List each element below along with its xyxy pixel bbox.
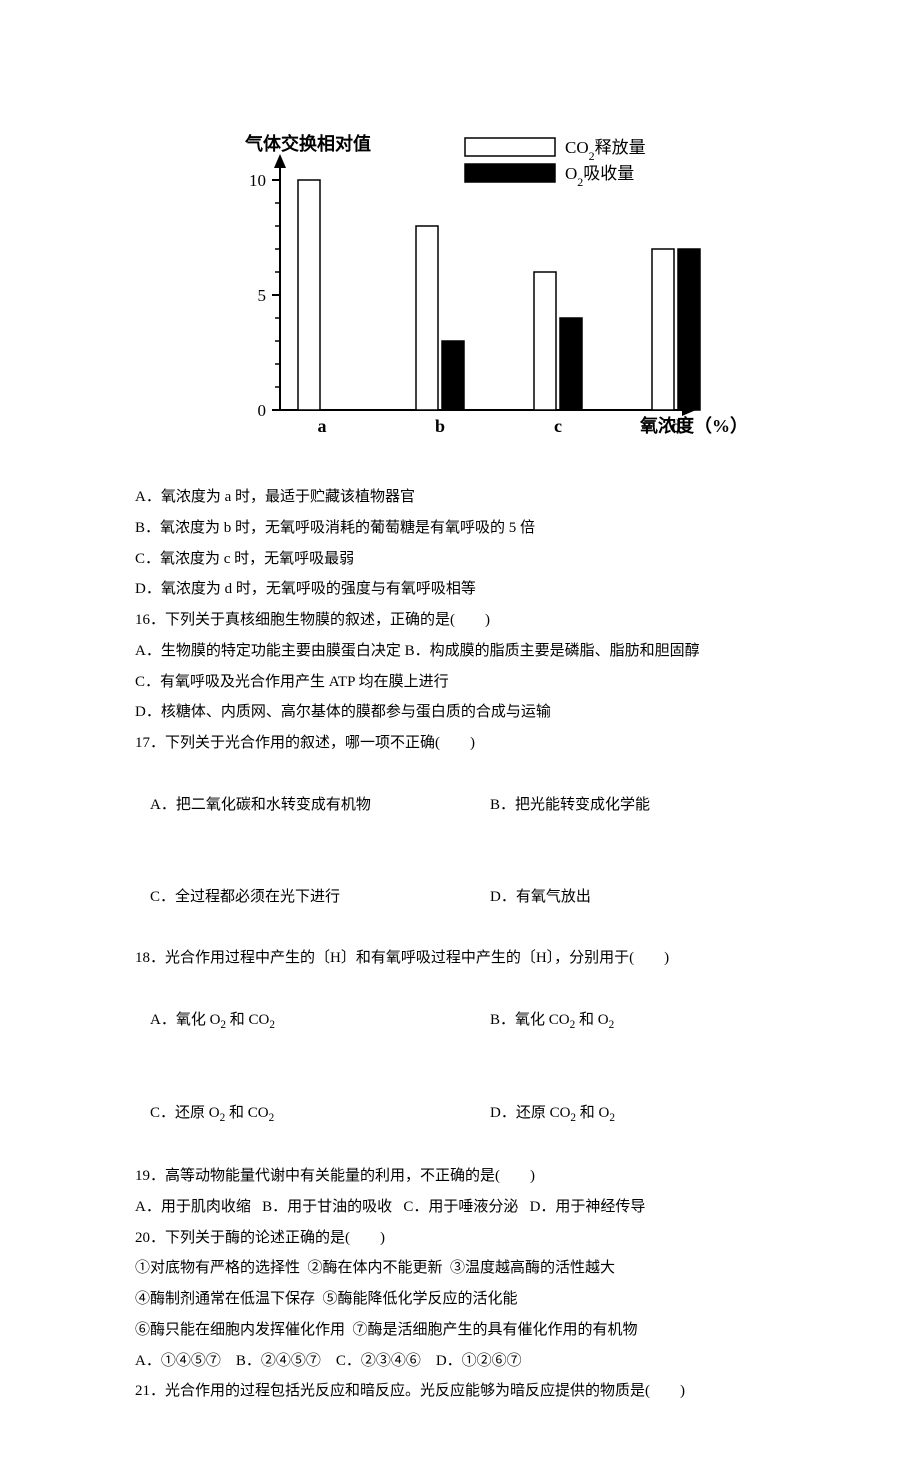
gas-exchange-bar-chart: 气体交换相对值0510abcd氧浓度（%）CO2释放量O2吸收量 — [170, 120, 750, 450]
svg-text:O2吸收量: O2吸收量 — [565, 164, 634, 189]
q18-option-b: B．氧化 CO2 和 O2 — [490, 1012, 614, 1028]
q17-option-c: C．全过程都必须在光下进行 — [150, 882, 490, 913]
svg-text:b: b — [435, 416, 445, 436]
q16-option-ab: A．生物膜的特定功能主要由膜蛋白决定 B．构成膜的脂质主要是磷脂、脂肪和胆固醇 — [135, 636, 785, 667]
q17-option-a: A．把二氧化碳和水转变成有机物 — [150, 790, 490, 821]
q17-option-b: B．把光能转变成化学能 — [490, 797, 650, 813]
q16-option-d: D．核糖体、内质网、高尔基体的膜都参与蛋白质的合成与运输 — [135, 697, 785, 728]
question-18: 18．光合作用过程中产生的〔H〕和有氧呼吸过程中产生的〔H〕，分别用于( ) — [135, 943, 785, 974]
q20-stmt-3: ⑥酶只能在细胞内发挥催化作用 ⑦酶是活细胞产生的具有催化作用的有机物 — [135, 1315, 785, 1346]
option-d: D．氧浓度为 d 时，无氧呼吸的强度与有氧呼吸相等 — [135, 574, 785, 605]
question-19: 19．高等动物能量代谢中有关能量的利用，不正确的是( ) — [135, 1161, 785, 1192]
q17-options-cd: C．全过程都必须在光下进行D．有氧气放出 — [135, 851, 785, 943]
option-c: C．氧浓度为 c 时，无氧呼吸最弱 — [135, 544, 785, 575]
question-17: 17．下列关于光合作用的叙述，哪一项不正确( ) — [135, 728, 785, 759]
q18-options-ab: A．氧化 O2 和 CO2B．氧化 CO2 和 O2 — [135, 974, 785, 1068]
svg-text:氧浓度（%）: 氧浓度（%） — [639, 415, 748, 436]
q17-options-ab: A．把二氧化碳和水转变成有机物B．把光能转变成化学能 — [135, 759, 785, 851]
q20-stmt-2: ④酶制剂通常在低温下保存 ⑤酶能降低化学反应的活化能 — [135, 1284, 785, 1315]
option-b: B．氧浓度为 b 时，无氧呼吸消耗的葡萄糖是有氧呼吸的 5 倍 — [135, 513, 785, 544]
q19-options: A．用于肌肉收缩 B．用于甘油的吸收 C．用于唾液分泌 D．用于神经传导 — [135, 1192, 785, 1223]
q18-option-c: C．还原 O2 和 CO2 — [150, 1098, 490, 1130]
option-a: A．氧浓度为 a 时，最适于贮藏该植物器官 — [135, 482, 785, 513]
q17-option-d: D．有氧气放出 — [490, 889, 591, 905]
svg-text:a: a — [318, 416, 327, 436]
question-21: 21．光合作用的过程包括光反应和暗反应。光反应能够为暗反应提供的物质是( ) — [135, 1376, 785, 1407]
svg-text:5: 5 — [258, 286, 267, 305]
question-20: 20．下列关于酶的论述正确的是( ) — [135, 1223, 785, 1254]
q20-options: A．①④⑤⑦ B．②④⑤⑦ C．②③④⑥ D．①②⑥⑦ — [135, 1346, 785, 1377]
question-16: 16．下列关于真核细胞生物膜的叙述，正确的是( ) — [135, 605, 785, 636]
svg-text:c: c — [554, 416, 562, 436]
q20-stmt-1: ①对底物有严格的选择性 ②酶在体内不能更新 ③温度越高酶的活性越大 — [135, 1253, 785, 1284]
svg-text:CO2释放量: CO2释放量 — [565, 138, 646, 163]
q18-option-a: A．氧化 O2 和 CO2 — [150, 1005, 490, 1037]
svg-text:0: 0 — [258, 401, 267, 420]
q18-options-cd: C．还原 O2 和 CO2D．还原 CO2 和 O2 — [135, 1068, 785, 1162]
q18-option-d: D．还原 CO2 和 O2 — [490, 1105, 615, 1121]
svg-text:10: 10 — [249, 171, 266, 190]
svg-text:气体交换相对值: 气体交换相对值 — [244, 133, 371, 154]
q16-option-c: C．有氧呼吸及光合作用产生 ATP 均在膜上进行 — [135, 667, 785, 698]
